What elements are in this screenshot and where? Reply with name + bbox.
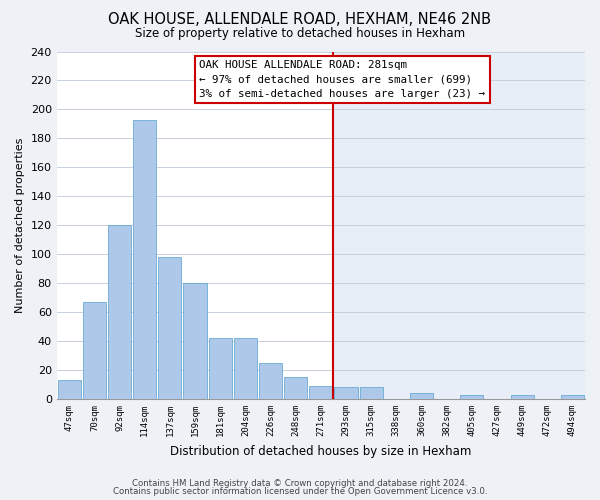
Text: OAK HOUSE ALLENDALE ROAD: 281sqm
← 97% of detached houses are smaller (699)
3% o: OAK HOUSE ALLENDALE ROAD: 281sqm ← 97% o… [199, 60, 485, 99]
Y-axis label: Number of detached properties: Number of detached properties [15, 138, 25, 313]
Bar [259, 363, 282, 399]
Bar [359, 388, 383, 399]
Bar [133, 120, 156, 399]
Text: Size of property relative to detached houses in Hexham: Size of property relative to detached ho… [135, 28, 465, 40]
X-axis label: Distribution of detached houses by size in Hexham: Distribution of detached houses by size … [170, 444, 472, 458]
Bar [184, 283, 206, 399]
Bar [561, 394, 584, 399]
Bar [58, 380, 81, 399]
Text: OAK HOUSE, ALLENDALE ROAD, HEXHAM, NE46 2NB: OAK HOUSE, ALLENDALE ROAD, HEXHAM, NE46 … [109, 12, 491, 28]
Bar [56, 52, 334, 399]
Bar [209, 338, 232, 399]
Bar [511, 394, 533, 399]
Bar [234, 338, 257, 399]
Text: Contains HM Land Registry data © Crown copyright and database right 2024.: Contains HM Land Registry data © Crown c… [132, 478, 468, 488]
Bar [334, 52, 585, 399]
Bar [460, 394, 484, 399]
Bar [334, 388, 358, 399]
Bar [410, 394, 433, 399]
Text: Contains public sector information licensed under the Open Government Licence v3: Contains public sector information licen… [113, 487, 487, 496]
Bar [309, 386, 332, 399]
Bar [108, 226, 131, 399]
Bar [284, 378, 307, 399]
Bar [158, 257, 181, 399]
Bar [83, 302, 106, 399]
